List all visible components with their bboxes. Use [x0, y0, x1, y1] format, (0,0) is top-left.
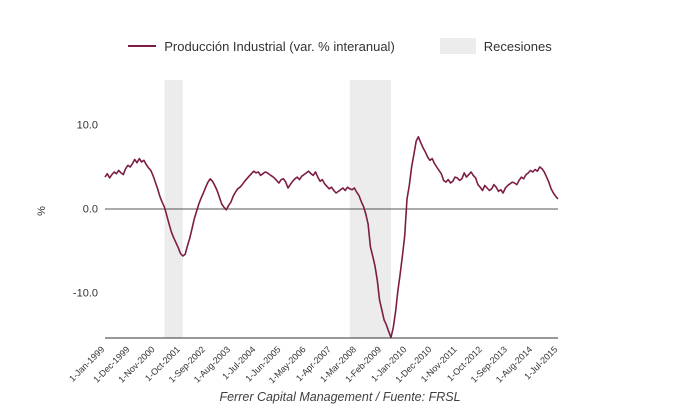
x-axis-tick-labels: 1-Jan-19991-Dec-19991-Nov-20001-Oct-2001… [67, 344, 559, 385]
legend: Producción Industrial (var. % interanual… [0, 38, 680, 54]
chart-caption: Ferrer Capital Management / Fuente: FRSL [219, 390, 461, 404]
y-axis-title: % [36, 206, 48, 216]
series-line [104, 136, 559, 339]
legend-item-recessions[interactable]: Recesiones [439, 38, 552, 54]
y-tick-label-10: 10.0 [77, 120, 98, 132]
y-tick-label-neg10: -10.0 [73, 288, 98, 300]
line-chart[interactable]: 1-Jan-19991-Dec-19991-Nov-20001-Oct-2001… [0, 70, 680, 392]
line-swatch-icon [128, 45, 157, 47]
legend-recessions-label: Recesiones [483, 38, 552, 54]
legend-item-series[interactable]: Producción Industrial (var. % interanual… [128, 39, 395, 54]
recession-swatch-icon [439, 38, 476, 54]
y-tick-label-0: 0.0 [83, 204, 98, 216]
legend-series-label: Producción Industrial (var. % interanual… [164, 38, 395, 54]
